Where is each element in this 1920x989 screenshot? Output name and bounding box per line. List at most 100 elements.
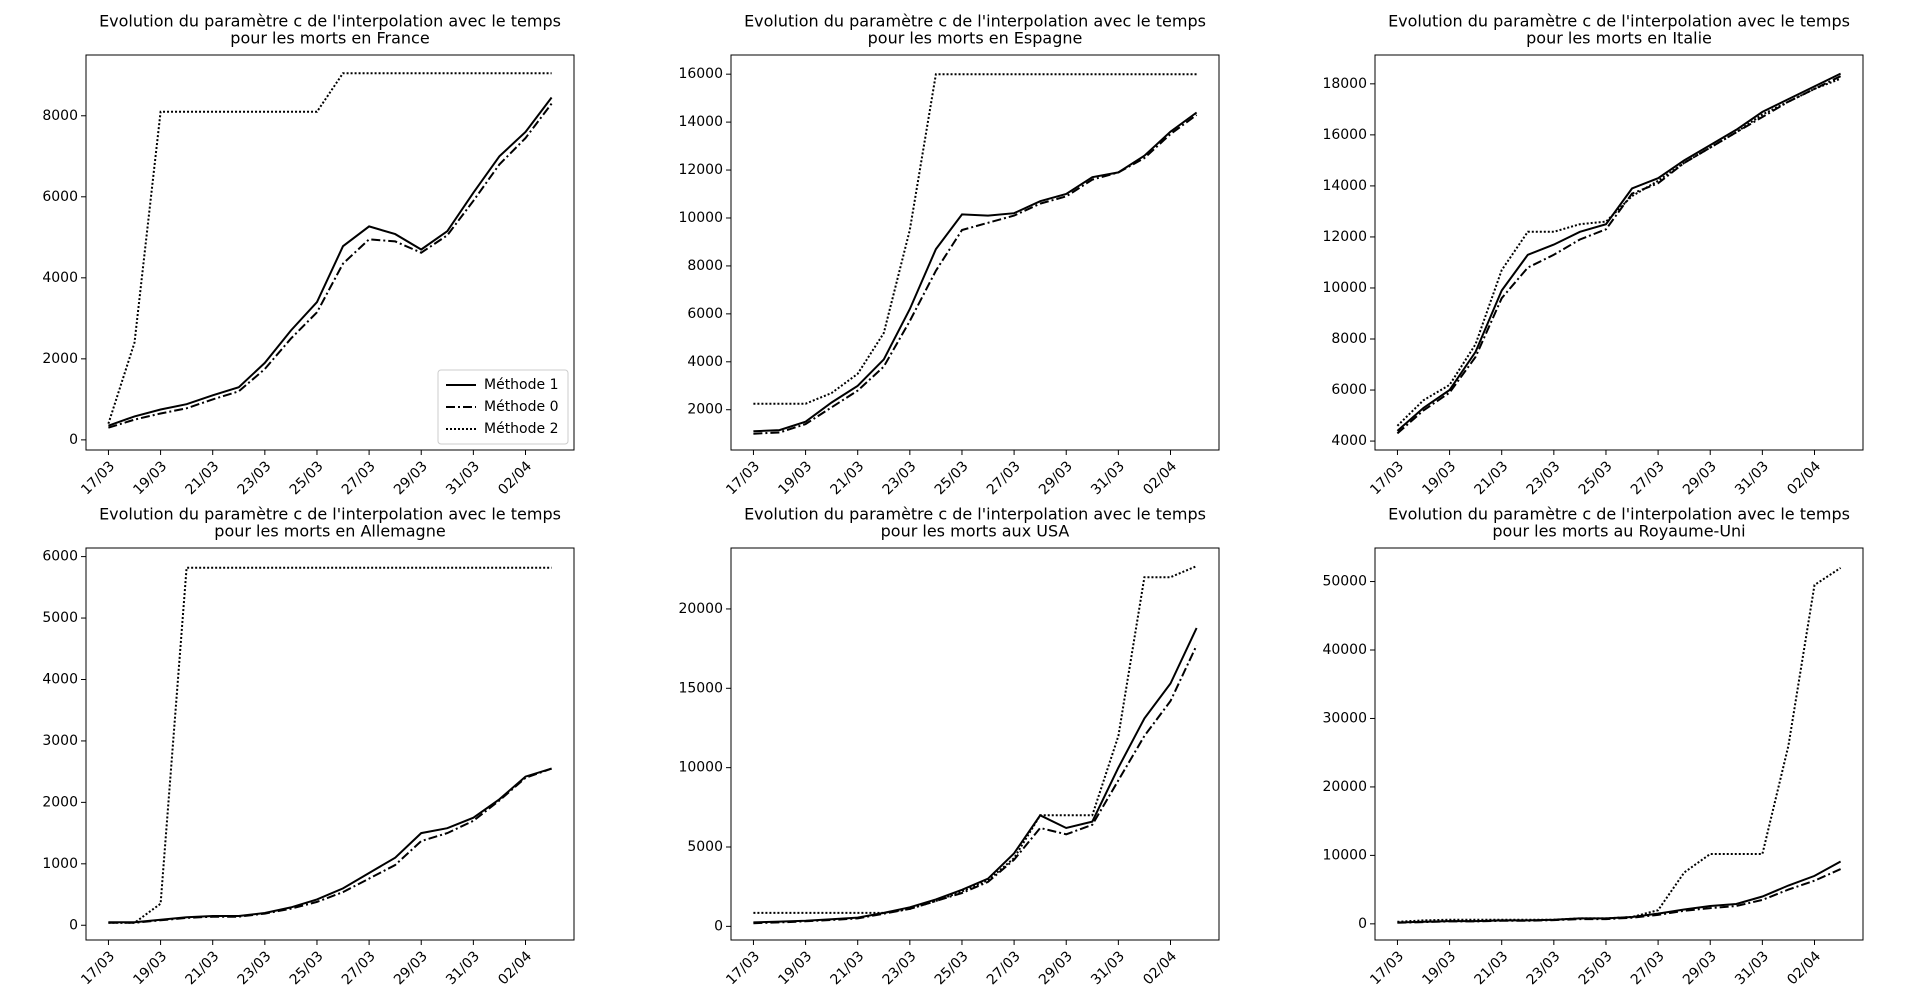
x-tick-label: 21/03 bbox=[183, 458, 223, 498]
x-tick-label: 21/03 bbox=[183, 948, 223, 988]
plot-frame bbox=[730, 547, 1220, 941]
series-line bbox=[1397, 567, 1842, 923]
chart-title: pour les morts en France bbox=[230, 29, 429, 48]
y-tick-label: 14000 bbox=[678, 114, 723, 130]
plot-frame bbox=[730, 54, 1220, 451]
y-tick-label: 10000 bbox=[678, 760, 723, 776]
series-line bbox=[753, 565, 1197, 914]
x-tick-label: 02/04 bbox=[1140, 458, 1180, 498]
x-tick-label: 02/04 bbox=[495, 458, 535, 498]
y-tick-label: 6000 bbox=[1331, 382, 1367, 398]
x-tick-label: 31/03 bbox=[1088, 948, 1128, 988]
legend-box bbox=[437, 369, 569, 445]
y-tick-label: 0 bbox=[1358, 916, 1367, 932]
x-tick-label: 27/03 bbox=[339, 458, 379, 498]
series-line bbox=[1397, 868, 1842, 924]
chart-title: pour les morts aux USA bbox=[881, 522, 1070, 541]
x-tick-label: 19/03 bbox=[1419, 458, 1459, 498]
x-tick-label: 17/03 bbox=[723, 458, 763, 498]
x-tick-label: 29/03 bbox=[1680, 458, 1720, 498]
x-tick-label: 31/03 bbox=[1088, 458, 1128, 498]
x-tick-label: 29/03 bbox=[1680, 948, 1720, 988]
y-tick-label: 40000 bbox=[1322, 642, 1367, 658]
x-tick-label: 17/03 bbox=[78, 458, 118, 498]
x-tick-label: 23/03 bbox=[880, 458, 920, 498]
x-tick-label: 02/04 bbox=[495, 948, 535, 988]
y-tick-label: 6000 bbox=[42, 549, 78, 565]
y-tick-label: 4000 bbox=[42, 270, 78, 286]
x-tick-label: 19/03 bbox=[775, 948, 815, 988]
x-tick-label: 19/03 bbox=[775, 458, 815, 498]
y-tick-label: 4000 bbox=[1331, 433, 1367, 449]
chart-title: pour les morts en Allemagne bbox=[214, 522, 445, 541]
y-tick-label: 8000 bbox=[687, 258, 723, 274]
x-tick-label: 23/03 bbox=[880, 948, 920, 988]
y-tick-label: 5000 bbox=[687, 839, 723, 855]
y-tick-label: 10000 bbox=[1322, 280, 1367, 296]
x-tick-label: 21/03 bbox=[828, 948, 868, 988]
x-tick-label: 27/03 bbox=[339, 948, 379, 988]
x-tick-label: 27/03 bbox=[1628, 948, 1668, 988]
y-tick-label: 6000 bbox=[42, 189, 78, 205]
x-tick-label: 29/03 bbox=[1036, 458, 1076, 498]
y-tick-label: 16000 bbox=[678, 66, 723, 82]
x-tick-label: 17/03 bbox=[78, 948, 118, 988]
x-tick-label: 19/03 bbox=[1419, 948, 1459, 988]
x-tick-label: 19/03 bbox=[130, 948, 170, 988]
x-tick-label: 27/03 bbox=[984, 458, 1024, 498]
y-tick-label: 12000 bbox=[1322, 229, 1367, 245]
plot-frame bbox=[85, 547, 575, 941]
x-tick-label: 31/03 bbox=[443, 458, 483, 498]
series-line bbox=[108, 566, 552, 924]
x-tick-label: 27/03 bbox=[984, 948, 1024, 988]
y-tick-label: 0 bbox=[714, 918, 723, 934]
x-tick-label: 29/03 bbox=[391, 948, 431, 988]
series-line bbox=[1396, 72, 1842, 432]
x-tick-label: 17/03 bbox=[1367, 948, 1407, 988]
x-tick-label: 29/03 bbox=[391, 458, 431, 498]
y-tick-label: 1000 bbox=[42, 856, 78, 872]
series-line bbox=[753, 114, 1198, 435]
series-line bbox=[753, 627, 1198, 924]
x-tick-label: 23/03 bbox=[235, 458, 275, 498]
x-tick-label: 02/04 bbox=[1784, 458, 1824, 498]
y-tick-label: 30000 bbox=[1322, 710, 1367, 726]
y-tick-label: 2000 bbox=[42, 794, 78, 810]
x-tick-label: 19/03 bbox=[130, 458, 170, 498]
x-tick-label: 17/03 bbox=[1367, 458, 1407, 498]
series-line bbox=[108, 102, 553, 429]
y-tick-label: 6000 bbox=[687, 306, 723, 322]
x-tick-label: 31/03 bbox=[1732, 948, 1772, 988]
chart-title: Evolution du paramètre c de l'interpolat… bbox=[744, 12, 1206, 31]
plot-frame bbox=[1374, 547, 1864, 941]
x-tick-label: 25/03 bbox=[287, 948, 327, 988]
y-tick-label: 10000 bbox=[1322, 847, 1367, 863]
x-tick-label: 31/03 bbox=[1732, 458, 1772, 498]
chart-title: Evolution du paramètre c de l'interpolat… bbox=[744, 505, 1206, 524]
legend-label: Méthode 1 bbox=[484, 377, 558, 393]
series-line bbox=[753, 111, 1198, 433]
y-tick-label: 18000 bbox=[1322, 76, 1367, 92]
y-tick-label: 8000 bbox=[42, 108, 78, 124]
series-line bbox=[108, 767, 552, 924]
x-tick-label: 21/03 bbox=[828, 458, 868, 498]
series-line bbox=[1396, 75, 1842, 435]
x-tick-label: 25/03 bbox=[1576, 458, 1616, 498]
legend-label: Méthode 0 bbox=[484, 399, 558, 415]
series-line bbox=[753, 73, 1197, 405]
y-tick-label: 0 bbox=[69, 432, 78, 448]
x-tick-label: 02/04 bbox=[1784, 948, 1824, 988]
series-line bbox=[108, 96, 553, 427]
x-tick-label: 23/03 bbox=[235, 948, 275, 988]
series-line bbox=[107, 72, 552, 425]
y-tick-label: 14000 bbox=[1322, 178, 1367, 194]
chart-title: pour les morts en Espagne bbox=[868, 29, 1083, 48]
plot-frame bbox=[85, 54, 575, 451]
y-tick-label: 12000 bbox=[678, 162, 723, 178]
y-tick-label: 20000 bbox=[678, 601, 723, 617]
x-tick-label: 23/03 bbox=[1524, 458, 1564, 498]
y-tick-label: 50000 bbox=[1322, 574, 1367, 590]
series-line bbox=[1396, 77, 1841, 427]
x-tick-label: 02/04 bbox=[1140, 948, 1180, 988]
y-tick-label: 4000 bbox=[42, 671, 78, 687]
